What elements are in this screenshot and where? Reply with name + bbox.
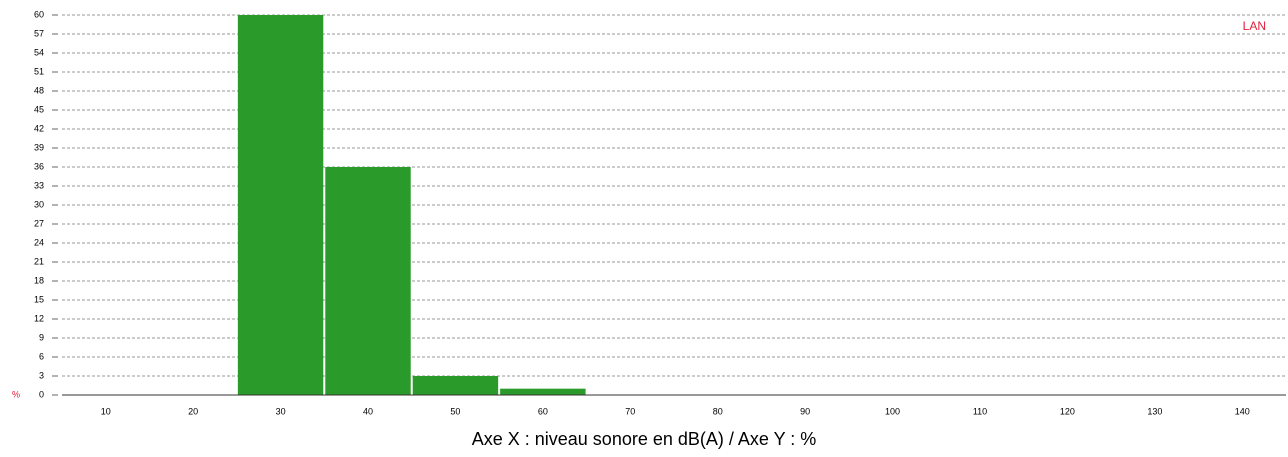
y-tick-label: 60 — [34, 9, 44, 19]
y-tick-label: 57 — [34, 28, 44, 38]
y-tick-label: 12 — [34, 313, 44, 323]
y-tick-label: 27 — [34, 218, 44, 228]
x-tick-label: 20 — [188, 406, 198, 416]
y-tick-label: 0 — [39, 389, 44, 399]
x-tick-label: 80 — [713, 406, 723, 416]
x-tick-label: 100 — [885, 406, 900, 416]
y-tick-label: 24 — [34, 237, 44, 247]
legend-label: LAN — [1243, 19, 1266, 33]
x-axis-label: Axe X : niveau sonore en dB(A) / Axe Y :… — [472, 429, 817, 449]
y-tick-label: 36 — [34, 161, 44, 171]
x-tick-label: 60 — [538, 406, 548, 416]
x-tick-label: 50 — [450, 406, 460, 416]
y-tick-label: 18 — [34, 275, 44, 285]
y-tick-label: 3 — [39, 370, 44, 380]
x-tick-label: 30 — [276, 406, 286, 416]
x-tick-label: 140 — [1235, 406, 1250, 416]
y-tick-label: 6 — [39, 351, 44, 361]
x-tick-label: 10 — [101, 406, 111, 416]
x-tick-label: 90 — [800, 406, 810, 416]
y-tick-label: 33 — [34, 180, 44, 190]
y-tick-label: 30 — [34, 199, 44, 209]
bar — [412, 376, 499, 395]
bar — [500, 388, 586, 395]
y-tick-label: 42 — [34, 123, 44, 133]
y-tick-label: 15 — [34, 294, 44, 304]
x-tick-label: 110 — [973, 406, 987, 416]
bar — [325, 167, 411, 395]
y-tick-label: 45 — [34, 104, 44, 114]
bar — [237, 15, 324, 395]
x-tick-label: 40 — [363, 406, 373, 416]
x-tick-label: 120 — [1060, 406, 1075, 416]
x-tick-label: 130 — [1147, 406, 1162, 416]
y-tick-label: 39 — [34, 142, 44, 152]
y-axis-label: % — [12, 389, 20, 399]
y-tick-label: 51 — [34, 66, 44, 76]
y-tick-label: 48 — [34, 85, 44, 95]
y-tick-label: 9 — [39, 332, 44, 342]
x-tick-label: 70 — [625, 406, 635, 416]
y-tick-label: 21 — [34, 256, 44, 266]
y-tick-label: 54 — [34, 47, 44, 57]
